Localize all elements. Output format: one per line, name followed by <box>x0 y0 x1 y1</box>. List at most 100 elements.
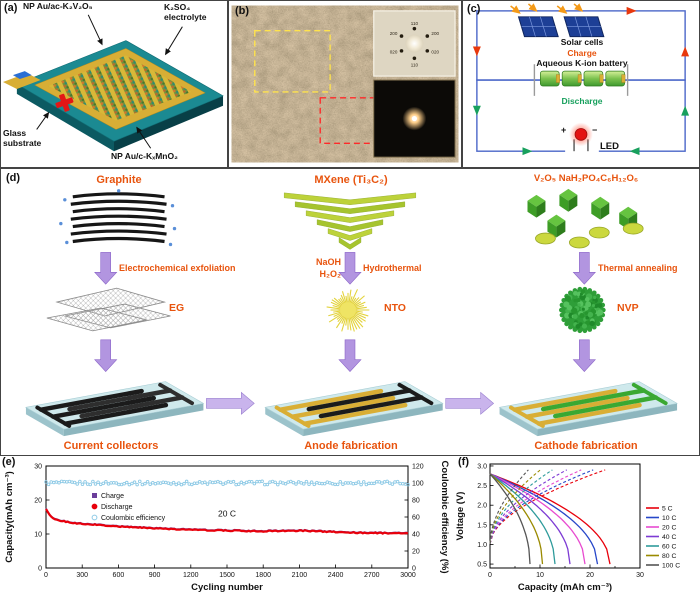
cathode-fabrication-label: Cathode fabrication <box>534 440 638 452</box>
discharge-curve-60C <box>489 473 556 565</box>
nvp-sphere <box>559 286 606 334</box>
svg-text:Coulombic efficiency: Coulombic efficiency <box>101 515 166 522</box>
svg-text:0.5: 0.5 <box>477 562 487 569</box>
panel-c-tag: (c) <box>467 3 481 15</box>
cycling-chart-svg: 0 300 600 900 1200 1500 1800 2100 2400 2700 300001… <box>4 461 450 593</box>
tem-graphic: 110 200 020 110 020 200 <box>231 5 459 163</box>
discharge-curve-80C <box>489 473 544 565</box>
charge-direction-arrows <box>472 6 690 57</box>
svg-text:5 C: 5 C <box>662 505 673 512</box>
contact-pad <box>2 73 41 89</box>
svg-text:1500: 1500 <box>219 572 235 579</box>
coulombic-efficiency-series <box>44 479 410 487</box>
electrolyte-label: K₂SO₄ electrolyte <box>164 2 207 22</box>
current-collector-board <box>25 381 205 437</box>
cathode-board <box>498 381 678 437</box>
rate-chart-svg: 0 10 20 30 0.5 1.0 1.5 2.0 2.5 3.0 Capacity (mAh c… <box>455 463 680 593</box>
svg-text:2.5: 2.5 <box>477 483 487 490</box>
svg-text:20: 20 <box>586 572 594 579</box>
svg-text:60 C: 60 C <box>662 543 676 550</box>
annealing-process-label: Thermal annealing <box>598 263 678 273</box>
svg-text:30: 30 <box>34 464 42 471</box>
diffraction-index-label: 020 <box>390 49 398 54</box>
diffraction-index-label: 200 <box>431 31 439 36</box>
nvp-label: NVP <box>617 302 639 314</box>
svg-text:1.5: 1.5 <box>477 522 487 529</box>
potassium-ions <box>59 189 177 247</box>
svg-text:1200: 1200 <box>183 572 199 579</box>
cycling-chart: 0 300 600 900 1200 1500 1800 2100 2400 2700 300001… <box>4 461 450 593</box>
device-schematic-graphic <box>2 14 224 152</box>
charge-curve-5C <box>489 469 606 544</box>
svg-text:Discharge: Discharge <box>101 504 133 511</box>
discharge-label: Discharge <box>561 96 603 106</box>
svg-text:10 C: 10 C <box>662 515 676 522</box>
svg-text:1.0: 1.0 <box>477 542 487 549</box>
interdigitated-electrodes <box>48 55 192 121</box>
cathode-precursor-label: V₂O₅ NaH₂PO₄C₆H₁₂O₆ <box>533 173 639 184</box>
graphite-label: Graphite <box>96 174 142 186</box>
svg-text:20: 20 <box>412 549 420 556</box>
saed-inset <box>373 79 456 158</box>
x-axis-label: Cycling number <box>191 582 263 593</box>
panel-b-tag: (b) <box>235 5 250 17</box>
rate-chart: 0 10 20 30 0.5 1.0 1.5 2.0 2.5 3.0 Capacity (mAh c… <box>455 463 680 593</box>
legend-e: Charge Discharge Coulombic efficiency <box>91 493 166 522</box>
diffraction-index-label: 200 <box>390 31 398 36</box>
panel-a-tag: (a) <box>4 2 18 14</box>
svg-text:30: 30 <box>636 572 644 579</box>
diffraction-index-label: 110 <box>411 63 419 68</box>
diffraction-index-label: 110 <box>411 21 419 26</box>
svg-text:2700: 2700 <box>364 572 380 579</box>
svg-text:10: 10 <box>34 532 42 539</box>
svg-text:600: 600 <box>113 572 125 579</box>
svg-text:80 C: 80 C <box>662 553 676 560</box>
mxene-stack <box>283 192 417 250</box>
eg-sheets <box>46 287 171 332</box>
cathode-precursors <box>527 188 644 249</box>
svg-text:3000: 3000 <box>400 572 416 579</box>
svg-text:100: 100 <box>412 481 424 488</box>
panel-e-cycling-chart: 0 300 600 900 1200 1500 1800 2100 2400 2700 3000 0 1… <box>0 456 452 604</box>
diffraction-index-label: 020 <box>431 49 439 54</box>
svg-text:20: 20 <box>34 498 42 505</box>
charge-curve-40C <box>489 469 568 544</box>
svg-text:60: 60 <box>412 515 420 522</box>
panel-d-tag: (d) <box>6 172 21 184</box>
exfoliation-process-label: Electrochemical exfoliation <box>119 263 236 273</box>
svg-text:900: 900 <box>149 572 161 579</box>
nto-label: NTO <box>384 302 406 314</box>
svg-text:20 C: 20 C <box>662 524 676 531</box>
right-y-axis-label: Coulombic efficiency (%) <box>439 461 450 574</box>
anode-board <box>264 381 444 437</box>
graphite-stack <box>70 192 167 244</box>
discharge-series <box>45 508 409 535</box>
top-row: (a) NP Au/ac-K₂V₂O₅ K₂SO₄ electrolyte Gl… <box>0 0 700 168</box>
svg-text:120: 120 <box>412 464 424 471</box>
mxene-label: MXene (Ti₃C₂) <box>314 174 388 186</box>
svg-text:0: 0 <box>38 566 42 573</box>
diffraction-spots <box>399 26 430 61</box>
rate-annotation: 20 C <box>218 508 236 518</box>
svg-text:1800: 1800 <box>255 572 271 579</box>
panel-d-fabrication-scheme: (d) Graphite Electrochemical exfoliation… <box>0 168 700 456</box>
led-bulb <box>574 128 588 141</box>
circuit-graphic <box>472 3 690 157</box>
svg-text:300: 300 <box>76 572 88 579</box>
yellow-selection-box <box>254 29 331 93</box>
solar-cells <box>510 3 605 38</box>
anode-material-label: NP Au/ac-K₂V₂O₅ <box>23 1 93 11</box>
led-label: LED <box>600 141 619 152</box>
led-plus-label: + <box>561 125 567 135</box>
plot-frame <box>489 463 641 569</box>
svg-text:10: 10 <box>536 572 544 579</box>
svg-text:2.0: 2.0 <box>477 503 487 510</box>
charge-curve-20C <box>489 469 582 544</box>
svg-text:3.0: 3.0 <box>477 463 487 470</box>
panel-f-rate-chart: 0 10 20 30 0.5 1.0 1.5 2.0 2.5 3.0 Capacity (mAh c… <box>452 456 700 604</box>
battery-label: Aqueous K-ion battery <box>536 58 628 68</box>
naoh-label: NaOH <box>315 257 341 267</box>
nto-spiky-ball <box>326 289 370 332</box>
fft-inset: 110 200 020 110 020 200 <box>373 10 456 77</box>
discharge-curve-10C <box>489 473 599 565</box>
